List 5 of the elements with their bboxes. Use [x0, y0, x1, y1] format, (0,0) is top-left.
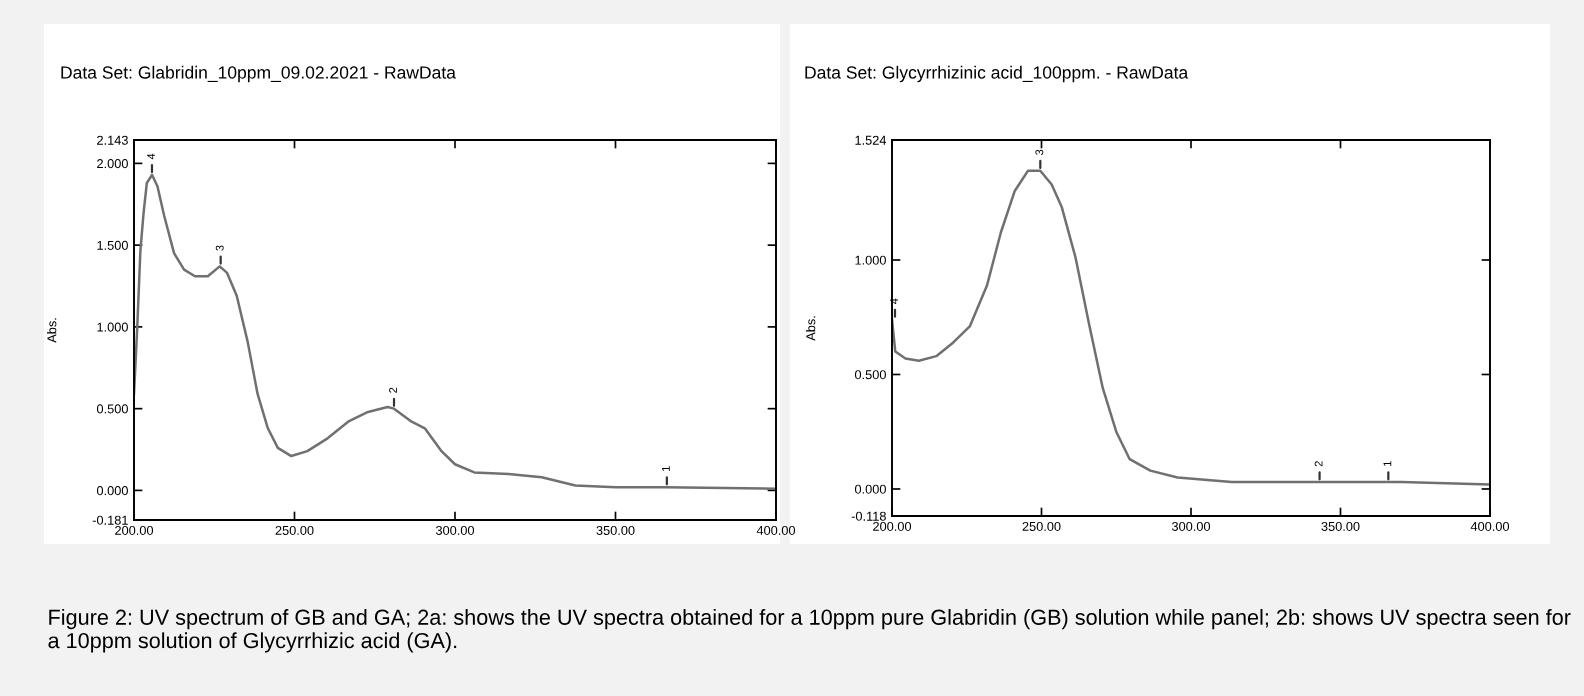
chart-title: Data Set: Glycyrrhizinic acid_100ppm. - RawData — [805, 65, 1189, 83]
line-series — [134, 173, 776, 491]
caption: Figure 2: UV spectrum of GB and GA; 2a: shows the UV spectra obtained for a 10ppm pure Glabridin (GB) solution while panel; 2b: shows UV spectra seen for a 10ppm solution of Glycyrrhizic acid (GA). — [48, 609, 1571, 653]
chart-title: Data Set: Glabridin_10ppm_09.02.2021 - RawData — [61, 65, 456, 83]
line-series — [892, 169, 1490, 486]
